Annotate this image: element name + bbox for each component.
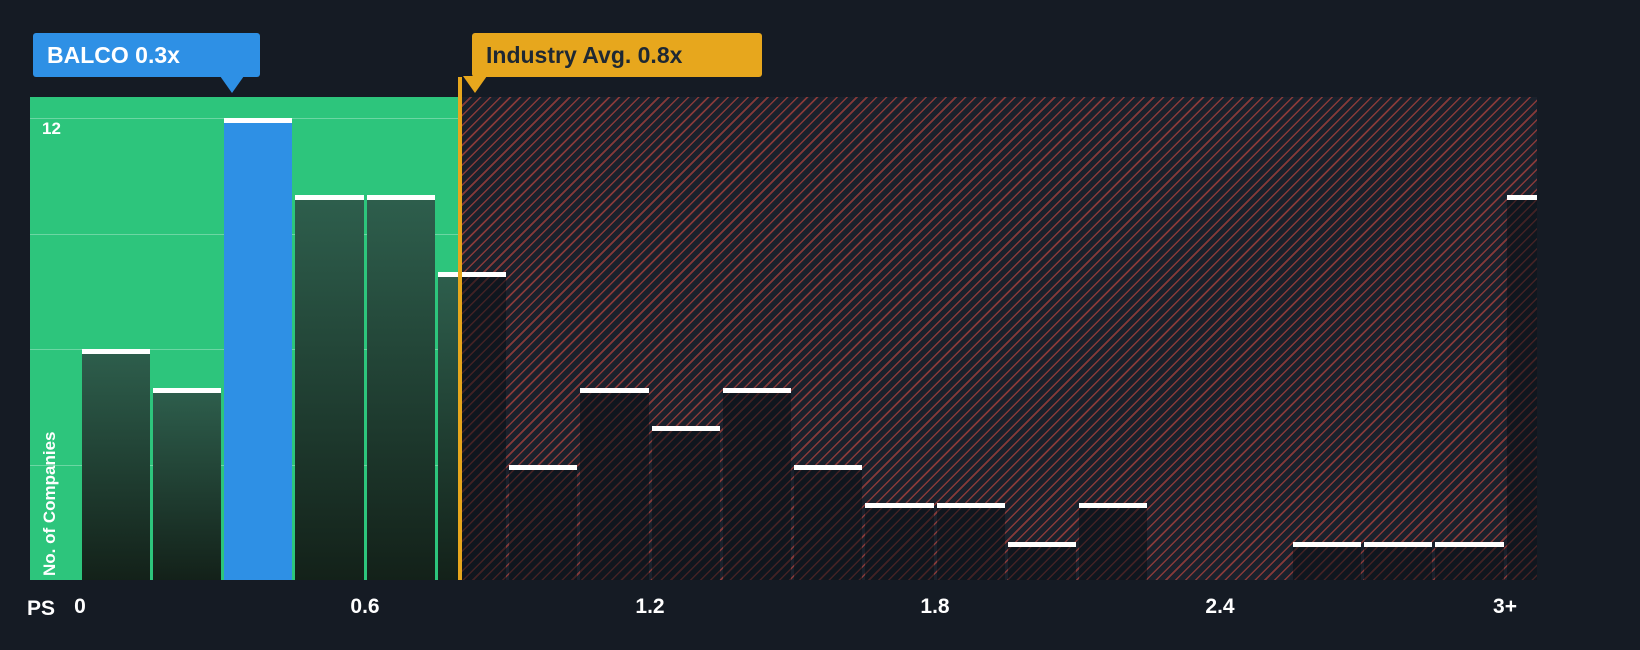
x-tick-label: 2.4 xyxy=(1205,595,1235,618)
company-bar[interactable] xyxy=(224,118,293,580)
bar-top-cap xyxy=(81,349,150,354)
x-tick-label: 0 xyxy=(74,595,86,618)
histogram-bar[interactable] xyxy=(152,387,221,580)
bar-top-cap xyxy=(224,118,293,123)
bar-top-cap xyxy=(437,272,506,277)
histogram-bar[interactable] xyxy=(1506,195,1537,580)
company-tooltip-label: BALCO 0.3x xyxy=(47,42,180,68)
x-tick-label: 0.6 xyxy=(350,595,380,618)
x-tick-label: 1.8 xyxy=(920,595,950,618)
histogram-bar[interactable] xyxy=(437,272,460,580)
y-axis-title: No. of Companies xyxy=(40,431,59,576)
histogram-bar[interactable] xyxy=(1364,541,1433,580)
histogram-bar[interactable] xyxy=(295,195,364,580)
histogram-bar[interactable] xyxy=(366,195,435,580)
histogram-bar[interactable] xyxy=(1292,541,1361,580)
x-tick-label: 1.2 xyxy=(635,595,665,618)
bar-top-cap xyxy=(1364,541,1433,547)
histogram-bar[interactable] xyxy=(1079,503,1148,580)
industry-average-tooltip: Industry Avg. 0.8x xyxy=(472,33,762,77)
x-axis-title: PS xyxy=(27,597,56,620)
bar-top-cap xyxy=(1292,541,1361,547)
bar-top-cap xyxy=(1079,503,1148,508)
above-average-red-hatch-zone xyxy=(460,97,1537,580)
histogram-bar[interactable] xyxy=(1435,541,1504,580)
histogram-bar[interactable] xyxy=(580,387,649,580)
bar-top-cap xyxy=(152,387,221,393)
bar-top-cap xyxy=(722,387,791,393)
bar-top-cap xyxy=(936,503,1005,508)
bar-top-cap xyxy=(1506,195,1537,200)
bar-top-cap xyxy=(580,387,649,393)
y-axis-tick-label: 12 xyxy=(42,119,61,138)
histogram-bar[interactable] xyxy=(509,464,578,580)
company-tooltip: BALCO 0.3x xyxy=(33,33,260,77)
bar-top-cap xyxy=(1435,541,1504,547)
histogram-bar[interactable] xyxy=(936,503,1005,580)
company-tooltip-pointer-icon xyxy=(220,76,244,93)
industry-tooltip-pointer-icon xyxy=(463,76,487,93)
histogram-bar[interactable] xyxy=(81,349,150,580)
histogram-bar[interactable] xyxy=(722,387,791,580)
industry-average-line xyxy=(458,77,462,580)
plot-area xyxy=(30,97,1537,580)
bar-top-cap xyxy=(651,426,720,431)
bar-top-cap xyxy=(509,464,578,470)
industry-tooltip-label: Industry Avg. 0.8x xyxy=(486,42,683,68)
bar-top-cap xyxy=(366,195,435,200)
bar-top-cap xyxy=(794,464,863,470)
x-tick-label: 3+ xyxy=(1493,595,1517,618)
bar-top-cap xyxy=(295,195,364,200)
bar-top-cap xyxy=(1007,541,1076,547)
histogram-bar[interactable] xyxy=(651,426,720,580)
bar-top-cap xyxy=(865,503,934,508)
histogram-bar[interactable] xyxy=(1007,541,1076,580)
histogram-bar[interactable] xyxy=(794,464,863,580)
histogram-bar[interactable] xyxy=(460,272,506,580)
histogram-bar[interactable] xyxy=(865,503,934,580)
